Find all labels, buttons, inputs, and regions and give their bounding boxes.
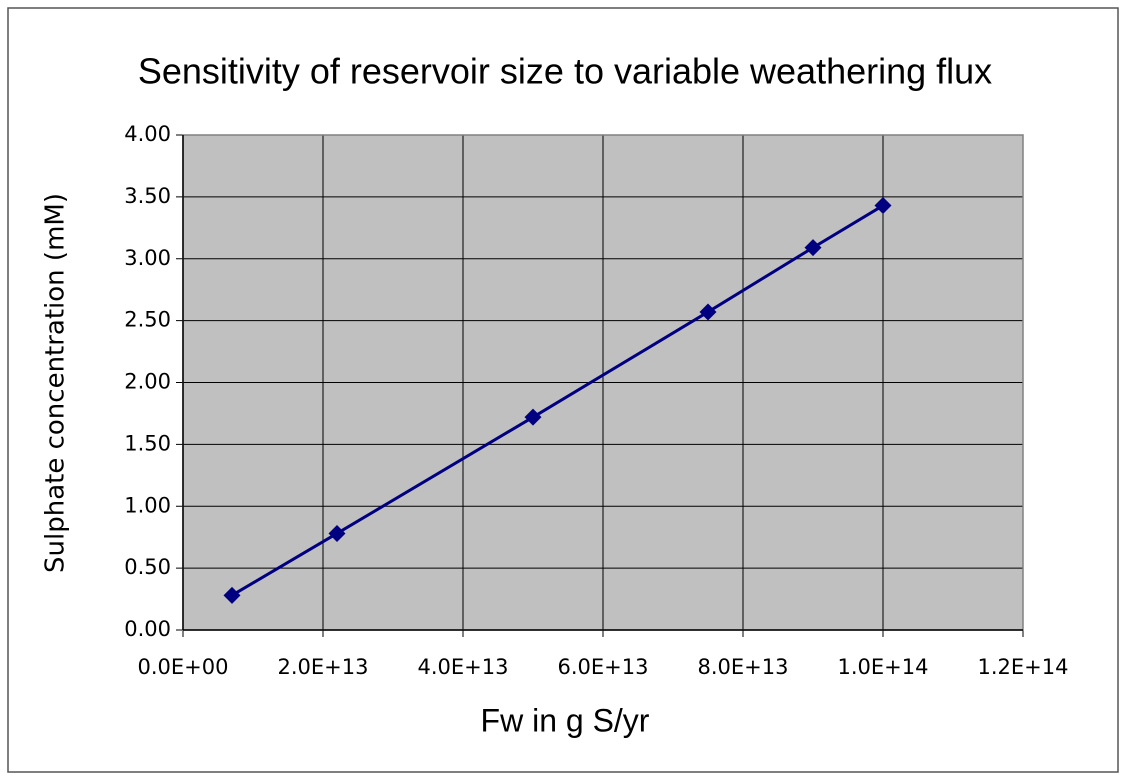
series-line bbox=[231, 204, 884, 597]
y-tick-label: 3.50 bbox=[124, 184, 171, 208]
data-point bbox=[328, 524, 346, 542]
y-tick-label: 2.00 bbox=[124, 370, 171, 394]
x-tick-label: 1.2E+14 bbox=[978, 655, 1069, 679]
y-tick-label: 2.50 bbox=[124, 308, 171, 332]
data-point bbox=[874, 197, 892, 215]
x-tick-label: 6.0E+13 bbox=[558, 655, 649, 679]
chart-title: Sensitivity of reservoir size to variabl… bbox=[138, 51, 992, 92]
y-tick-label: 4.00 bbox=[124, 122, 171, 146]
y-tick-label: 1.00 bbox=[124, 493, 171, 517]
y-tick-label: 1.50 bbox=[124, 431, 171, 455]
data-point bbox=[223, 586, 241, 604]
y-tick-label: 0.50 bbox=[124, 555, 171, 579]
x-tick-label: 8.0E+13 bbox=[698, 655, 789, 679]
x-tick-label: 2.0E+13 bbox=[278, 655, 369, 679]
data-point bbox=[804, 239, 822, 257]
y-tick-label: 3.00 bbox=[124, 246, 171, 270]
x-tick-label: 0.0E+00 bbox=[138, 655, 229, 679]
data-point bbox=[699, 303, 717, 321]
data-point bbox=[524, 408, 542, 426]
y-tick-label: 0.00 bbox=[124, 617, 171, 641]
y-axis-label: Sulphate concentration (mM) bbox=[41, 193, 71, 573]
x-tick-label: 1.0E+14 bbox=[838, 655, 929, 679]
x-tick-label: 4.0E+13 bbox=[418, 655, 509, 679]
x-axis-label: Fw in g S/yr bbox=[481, 702, 650, 738]
